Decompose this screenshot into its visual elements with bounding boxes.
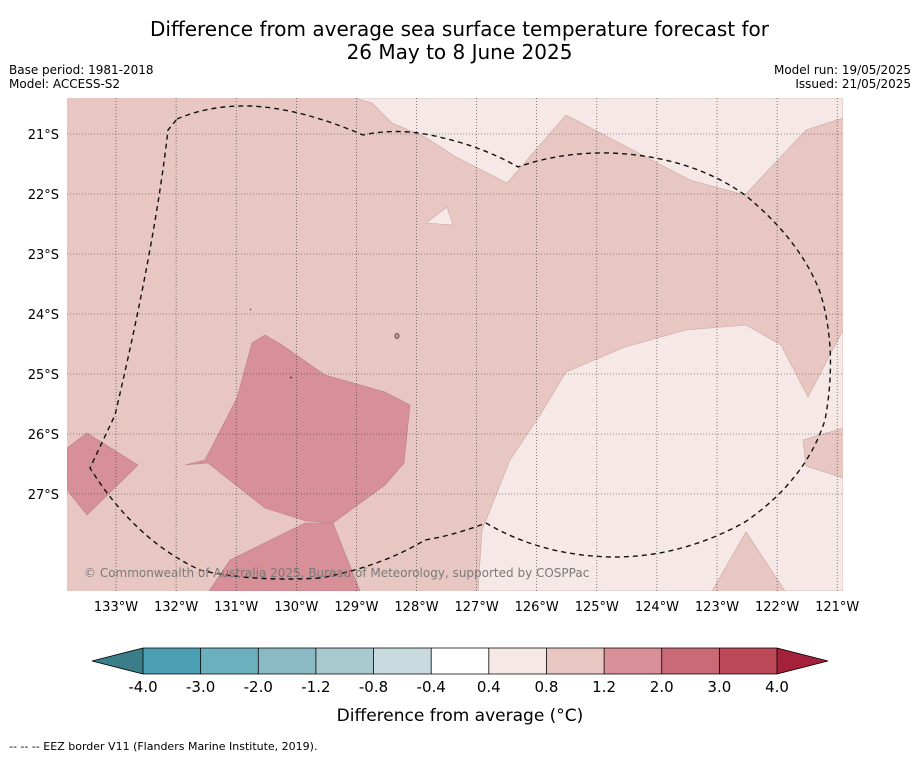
latitude-label: 23°S (28, 248, 59, 263)
longitude-labels: 133°W 132°W 131°W 130°W 129°W 128°W 127°W 126°W… (94, 600, 860, 615)
anomaly-region-1.2-2.0 (208, 522, 361, 591)
anomaly-region-0.4-0.8 (425, 206, 454, 226)
anomaly-region-0.4-0.8 (354, 98, 843, 196)
latitude-label: 26°S (28, 428, 59, 443)
title-line-2: 26 May to 8 June 2025 (346, 40, 573, 64)
colorbar-tick-label: -1.2 (301, 678, 330, 696)
latitude-labels: 21°S 22°S 23°S 24°S 25°S 26°S 27°S (28, 128, 59, 503)
longitude-label: 122°W (755, 600, 799, 615)
anomaly-speck (394, 333, 400, 339)
eez-footnote: -- -- -- EEZ border V11 (Flanders Marine… (9, 740, 318, 753)
longitude-label: 126°W (515, 600, 559, 615)
longitude-label: 123°W (695, 600, 739, 615)
copyright-text: © Commonwealth of Australia 2025, Bureau… (84, 566, 589, 580)
anomaly-region-1.2-2.0 (67, 432, 139, 516)
colorbar-segment (661, 648, 720, 674)
anomaly-speck (249, 308, 252, 311)
anomaly-region-0.4-0.8 (477, 324, 843, 591)
colorbar-extend-low (92, 648, 143, 674)
longitude-label: 133°W (94, 600, 138, 615)
colorbar-segment (719, 648, 778, 674)
colorbar-tick-label: 2.0 (650, 678, 674, 696)
colorbar-tick-label: -2.0 (244, 678, 273, 696)
colorbar-segment (604, 648, 663, 674)
colorbar-tick-label: -0.8 (359, 678, 388, 696)
colorbar-tick-label: 4.0 (765, 678, 789, 696)
longitude-label: 131°W (214, 600, 258, 615)
colorbar-segment (200, 648, 259, 674)
colorbar-tick-label: -3.0 (186, 678, 215, 696)
colorbar-segment (488, 648, 547, 674)
colorbar-tick-label: -0.4 (417, 678, 446, 696)
colorbar-segment (143, 648, 202, 674)
latitude-label: 22°S (28, 188, 59, 203)
meta-left: Base period: 1981-2018 Model: ACCESS-S2 (9, 63, 154, 91)
colorbar-segment (258, 648, 317, 674)
longitude-label: 130°W (274, 600, 318, 615)
colorbar-segment (431, 648, 490, 674)
issued-date: Issued: 21/05/2025 (795, 77, 911, 91)
longitude-label: 128°W (394, 600, 438, 615)
longitude-label: 127°W (455, 600, 499, 615)
colorbar-tick-label: 1.2 (592, 678, 616, 696)
colorbar-segment (373, 648, 432, 674)
colorbar-segment (315, 648, 374, 674)
meta-right: Model run: 19/05/2025 Issued: 21/05/2025 (774, 63, 911, 91)
eez-border (89, 105, 832, 580)
colorbar-tick-label: 3.0 (707, 678, 731, 696)
colorbar-tick-label: 0.4 (477, 678, 501, 696)
model-name: Model: ACCESS-S2 (9, 77, 121, 91)
longitude-label: 121°W (815, 600, 859, 615)
longitude-label: 129°W (334, 600, 378, 615)
anomaly-region-1.2-2.0 (184, 334, 411, 524)
longitude-label: 124°W (635, 600, 679, 615)
base-period: Base period: 1981-2018 (9, 63, 154, 77)
colorbar-tick-label: 0.8 (535, 678, 559, 696)
model-run: Model run: 19/05/2025 (773, 63, 911, 77)
map-plot-area: © Commonwealth of Australia 2025, Bureau… (67, 98, 843, 591)
latitude-label: 24°S (28, 308, 59, 323)
colorbar-label: Difference from average (°C) (337, 706, 584, 726)
longitude-label: 125°W (575, 600, 619, 615)
colorbar: -4.0 -3.0 -2.0 -1.2 -0.8 -0.4 0.4 0.8 1.2 2.0 3.0 4… (91, 647, 829, 696)
anomaly-speck (289, 376, 293, 379)
colorbar-tick-label: -4.0 (128, 678, 157, 696)
latitude-label: 27°S (28, 488, 59, 503)
chart-title: Difference from average sea surface temp… (0, 18, 919, 64)
longitude-label: 132°W (154, 600, 198, 615)
graticule (67, 98, 843, 591)
colorbar-extend-high (777, 648, 828, 674)
title-line-1: Difference from average sea surface temp… (149, 17, 769, 41)
latitude-label: 25°S (28, 368, 59, 383)
latitude-label: 21°S (28, 128, 59, 143)
colorbar-segment (546, 648, 605, 674)
